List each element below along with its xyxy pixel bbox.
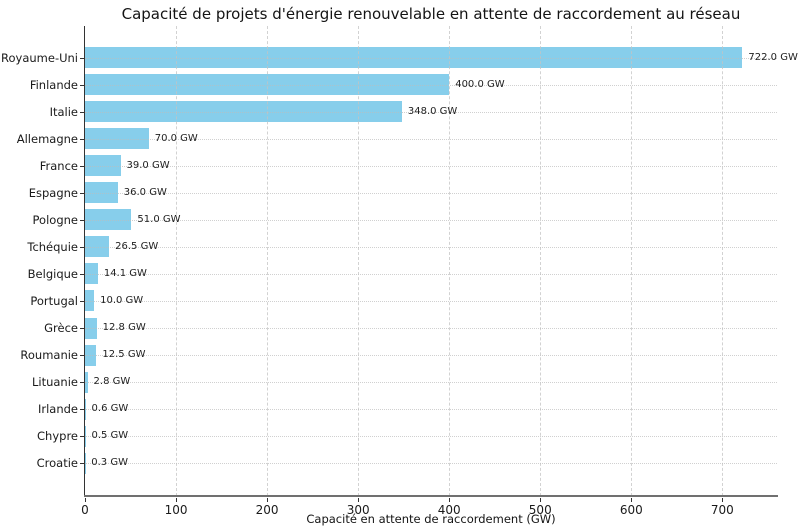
x-tick-mark <box>85 498 86 502</box>
gridline-horizontal <box>85 382 777 384</box>
y-tick-mark <box>80 165 84 167</box>
x-tick-label: 700 <box>710 503 734 517</box>
y-axis-category-label: Croatie <box>36 456 78 471</box>
y-tick-mark <box>80 273 84 275</box>
gridline-horizontal <box>85 219 777 221</box>
bar-value-label: 348.0 GW <box>407 105 458 117</box>
gridline-horizontal <box>85 84 777 86</box>
gridline-horizontal <box>85 355 777 357</box>
x-tick-mark <box>722 498 724 502</box>
y-tick-mark <box>80 409 84 411</box>
gridline-vertical <box>631 26 633 496</box>
y-tick-mark <box>80 328 84 329</box>
bar-value-label: 0.5 GW <box>91 430 129 442</box>
x-tick-label: 0 <box>81 503 89 517</box>
y-tick-mark <box>80 382 84 384</box>
y-axis-category-label: Chypre <box>37 429 78 444</box>
x-tick-label: 600 <box>619 503 643 517</box>
x-tick-label: 100 <box>164 503 188 517</box>
x-tick-label: 300 <box>346 503 370 517</box>
bar-value-label: 12.8 GW <box>102 322 146 333</box>
gridline-vertical <box>176 26 178 496</box>
x-axis-spine <box>84 495 778 497</box>
gridline-horizontal <box>85 57 777 59</box>
gridline-horizontal <box>85 246 777 248</box>
bar-value-label: 12.5 GW <box>102 349 146 361</box>
gridline-horizontal <box>85 300 777 302</box>
bar-value-label: 36.0 GW <box>123 186 167 198</box>
y-tick-mark <box>80 355 84 357</box>
gridline-vertical <box>540 26 542 496</box>
y-axis-category-label: Portugal <box>30 293 78 308</box>
gridline-vertical <box>722 26 724 496</box>
bar-value-label: 26.5 GW <box>115 240 159 252</box>
y-axis-category-label: France <box>39 158 78 173</box>
y-tick-mark <box>80 219 84 221</box>
bar-value-label: 722.0 GW <box>748 51 798 63</box>
bar-value-label: 39.0 GW <box>126 159 170 171</box>
bar-value-label: 2.8 GW <box>93 376 131 388</box>
x-tick-label: 500 <box>528 503 552 517</box>
y-axis-category-label: Irlande <box>37 402 78 417</box>
chart-title: Capacité de projets d'énergie renouvelab… <box>121 5 741 23</box>
x-tick-mark <box>449 498 451 502</box>
bar-value-label: 0.6 GW <box>91 403 129 415</box>
gridline-horizontal <box>85 138 777 140</box>
x-tick-label: 200 <box>255 503 279 517</box>
x-tick-label: 400 <box>437 503 461 517</box>
bar-value-label: 70.0 GW <box>154 132 198 144</box>
x-tick-mark <box>267 498 269 502</box>
y-tick-mark <box>80 138 84 140</box>
x-tick-mark <box>358 498 360 502</box>
y-tick-mark <box>80 57 84 59</box>
bar-value-label: 51.0 GW <box>137 213 181 225</box>
gridline-vertical <box>267 26 269 496</box>
bar-value-label: 10.0 GW <box>100 294 144 306</box>
gridline-horizontal <box>85 436 777 438</box>
y-axis-category-label: Finlande <box>29 77 78 92</box>
plot-area: 0 100 200 300 400 500 600 700 Royaume-Uni 722.0 G… <box>1 26 798 517</box>
y-axis-category-label: Italie <box>49 104 78 119</box>
y-axis-category-label: Lituanie <box>31 375 78 390</box>
y-axis-category-label: Grèce <box>44 321 78 335</box>
gridline-horizontal <box>85 111 777 113</box>
y-tick-mark <box>80 246 84 248</box>
x-axis-label: Capacité en attente de raccordement (GW) <box>306 512 556 526</box>
x-tick-mark <box>176 498 178 502</box>
gridline-vertical <box>449 26 451 496</box>
y-axis-spine <box>84 26 85 497</box>
gridline-horizontal <box>85 409 777 411</box>
gridline-vertical <box>358 26 360 496</box>
y-tick-mark <box>80 192 84 194</box>
x-tick-mark <box>540 498 542 502</box>
y-tick-mark <box>80 463 84 465</box>
y-tick-mark <box>80 300 84 302</box>
gridline-horizontal <box>85 463 777 465</box>
y-axis-category-label: Belgique <box>27 266 78 281</box>
gridline-horizontal <box>85 165 777 167</box>
y-axis-category-label: Royaume-Uni <box>1 50 78 65</box>
y-axis-category-label: Pologne <box>32 212 78 227</box>
y-axis-category-label: Roumanie <box>20 348 78 363</box>
y-tick-mark <box>80 84 84 86</box>
gridline-horizontal <box>85 192 777 194</box>
bar-value-label: 0.3 GW <box>91 457 128 469</box>
gridline-horizontal <box>85 273 777 275</box>
bar-value-label: 400.0 GW <box>455 78 505 90</box>
gridline-horizontal <box>85 328 777 329</box>
bar-value-label: 14.1 GW <box>103 267 147 279</box>
y-tick-mark <box>80 436 84 438</box>
y-tick-mark <box>80 111 84 113</box>
y-axis-category-label: Espagne <box>28 185 78 200</box>
x-tick-mark <box>631 498 633 502</box>
y-axis-category-label: Allemagne <box>16 131 78 146</box>
y-axis-category-label: Tchéquie <box>27 239 78 254</box>
